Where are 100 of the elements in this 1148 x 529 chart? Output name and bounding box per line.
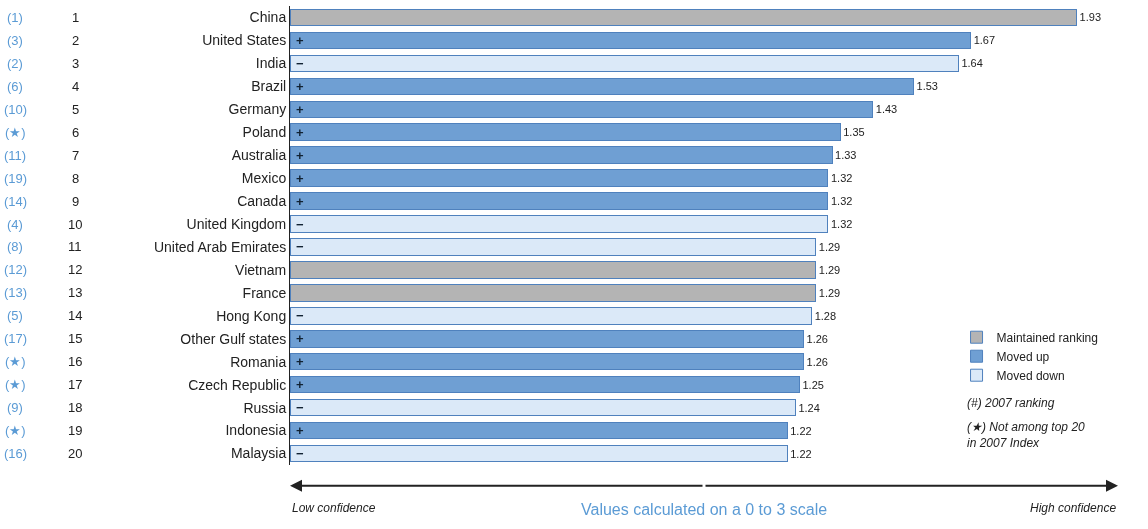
bar xyxy=(290,238,817,256)
data-label: 1.35 xyxy=(843,126,865,139)
data-label: 1.32 xyxy=(830,218,853,231)
annotation: − xyxy=(296,239,304,254)
annotation: − xyxy=(296,446,304,461)
bar xyxy=(290,284,817,302)
annotation: + xyxy=(296,125,304,140)
data-label: 1.93 xyxy=(1079,11,1102,24)
bar xyxy=(290,31,972,50)
annotation: + xyxy=(296,148,304,163)
bar xyxy=(290,146,833,164)
annotation: + xyxy=(296,33,304,48)
bar xyxy=(290,215,829,233)
text: 9 xyxy=(72,194,80,209)
bar xyxy=(290,8,1078,27)
annotation: + xyxy=(296,102,304,117)
legend-label: Moved down xyxy=(996,368,1065,383)
data-label: 1.32 xyxy=(830,172,853,185)
bar xyxy=(290,261,817,279)
data-label: 1.53 xyxy=(916,80,938,93)
annotation: + xyxy=(296,171,304,186)
y-tick-label: Indonesia xyxy=(225,422,287,439)
text: 3 xyxy=(72,56,80,71)
text: (9) xyxy=(7,400,23,415)
data-label: 1.32 xyxy=(830,195,853,208)
text: 12 xyxy=(68,262,83,277)
data-label: 1.25 xyxy=(802,378,824,391)
bar xyxy=(290,421,788,440)
annotation: + xyxy=(296,423,304,438)
bar xyxy=(290,100,874,119)
text: (★) xyxy=(5,125,26,140)
annotation: (★) Not among top 20 in 2007 Index xyxy=(967,420,1086,450)
text: (6) xyxy=(7,79,23,94)
legend-label: Maintained ranking xyxy=(996,330,1098,345)
data-label: 1.26 xyxy=(806,332,828,345)
y-tick-label: Hong Kong xyxy=(216,307,287,324)
y-tick-label: United Arab Emirates xyxy=(153,238,287,255)
data-label: 1.22 xyxy=(790,424,812,437)
y-tick-label: Canada xyxy=(237,192,287,209)
text: (3) xyxy=(7,33,23,48)
text: (19) xyxy=(4,171,28,186)
y-tick-label: Australia xyxy=(231,147,287,164)
text: (5) xyxy=(7,308,23,323)
annotation: − xyxy=(296,56,304,71)
y-tick-label: Romania xyxy=(230,353,287,370)
data-label: 1.33 xyxy=(835,149,857,162)
text: (14) xyxy=(4,194,28,209)
annotation: + xyxy=(296,377,304,392)
annotation: + xyxy=(296,331,304,346)
text: 18 xyxy=(68,400,83,415)
bar xyxy=(290,398,796,417)
data-label: 1.43 xyxy=(875,103,898,116)
text: (11) xyxy=(4,148,27,163)
text: Low confidence xyxy=(292,501,376,515)
data-label: 1.64 xyxy=(961,57,983,70)
y-tick-label: Russia xyxy=(243,399,287,416)
data-label: 1.29 xyxy=(818,240,841,253)
text: 16 xyxy=(68,354,83,369)
text: 7 xyxy=(72,148,80,163)
y-tick-label: Czech Republic xyxy=(188,376,287,393)
y-tick-label: United Kingdom xyxy=(186,215,287,232)
text: (13) xyxy=(4,285,28,300)
text: (★) xyxy=(5,423,26,438)
y-tick-label: Malaysia xyxy=(230,445,287,462)
text: 10 xyxy=(68,217,83,232)
text: High confidence xyxy=(1030,501,1117,515)
legend-label: Moved up xyxy=(996,349,1050,364)
text: 15 xyxy=(68,331,83,346)
text: (2) xyxy=(7,56,23,71)
text: 11 xyxy=(68,239,82,254)
annotation: + xyxy=(296,79,304,94)
text: (16) xyxy=(4,446,28,461)
y-tick-label: United States xyxy=(202,32,287,49)
text: (17) xyxy=(4,331,28,346)
data-label: 1.22 xyxy=(790,447,812,460)
text: 5 xyxy=(72,102,80,117)
text: 20 xyxy=(68,446,83,461)
text: 6 xyxy=(72,125,80,140)
bar xyxy=(290,444,788,463)
bar xyxy=(290,375,800,394)
annotation: (#) 2007 ranking xyxy=(967,396,1055,410)
text: Values calculated on a 0 to 3 scale xyxy=(581,501,828,518)
bar xyxy=(290,123,841,141)
text: 4 xyxy=(72,79,80,94)
bar xyxy=(290,307,813,325)
bar xyxy=(290,352,805,371)
text: 2 xyxy=(72,33,80,48)
y-tick-label: India xyxy=(255,55,287,72)
y-tick-label: Germany xyxy=(228,101,287,118)
bar xyxy=(290,77,915,96)
y-tick-label: France xyxy=(242,284,287,301)
text: 1 xyxy=(72,10,80,25)
text: (1) xyxy=(7,10,23,25)
y-tick-label: China xyxy=(249,9,287,26)
data-label: 1.26 xyxy=(806,355,828,368)
text: (8) xyxy=(7,239,23,254)
data-label: 1.29 xyxy=(818,263,841,276)
annotation: − xyxy=(296,308,304,323)
bar xyxy=(290,169,829,187)
text: 8 xyxy=(72,171,80,186)
